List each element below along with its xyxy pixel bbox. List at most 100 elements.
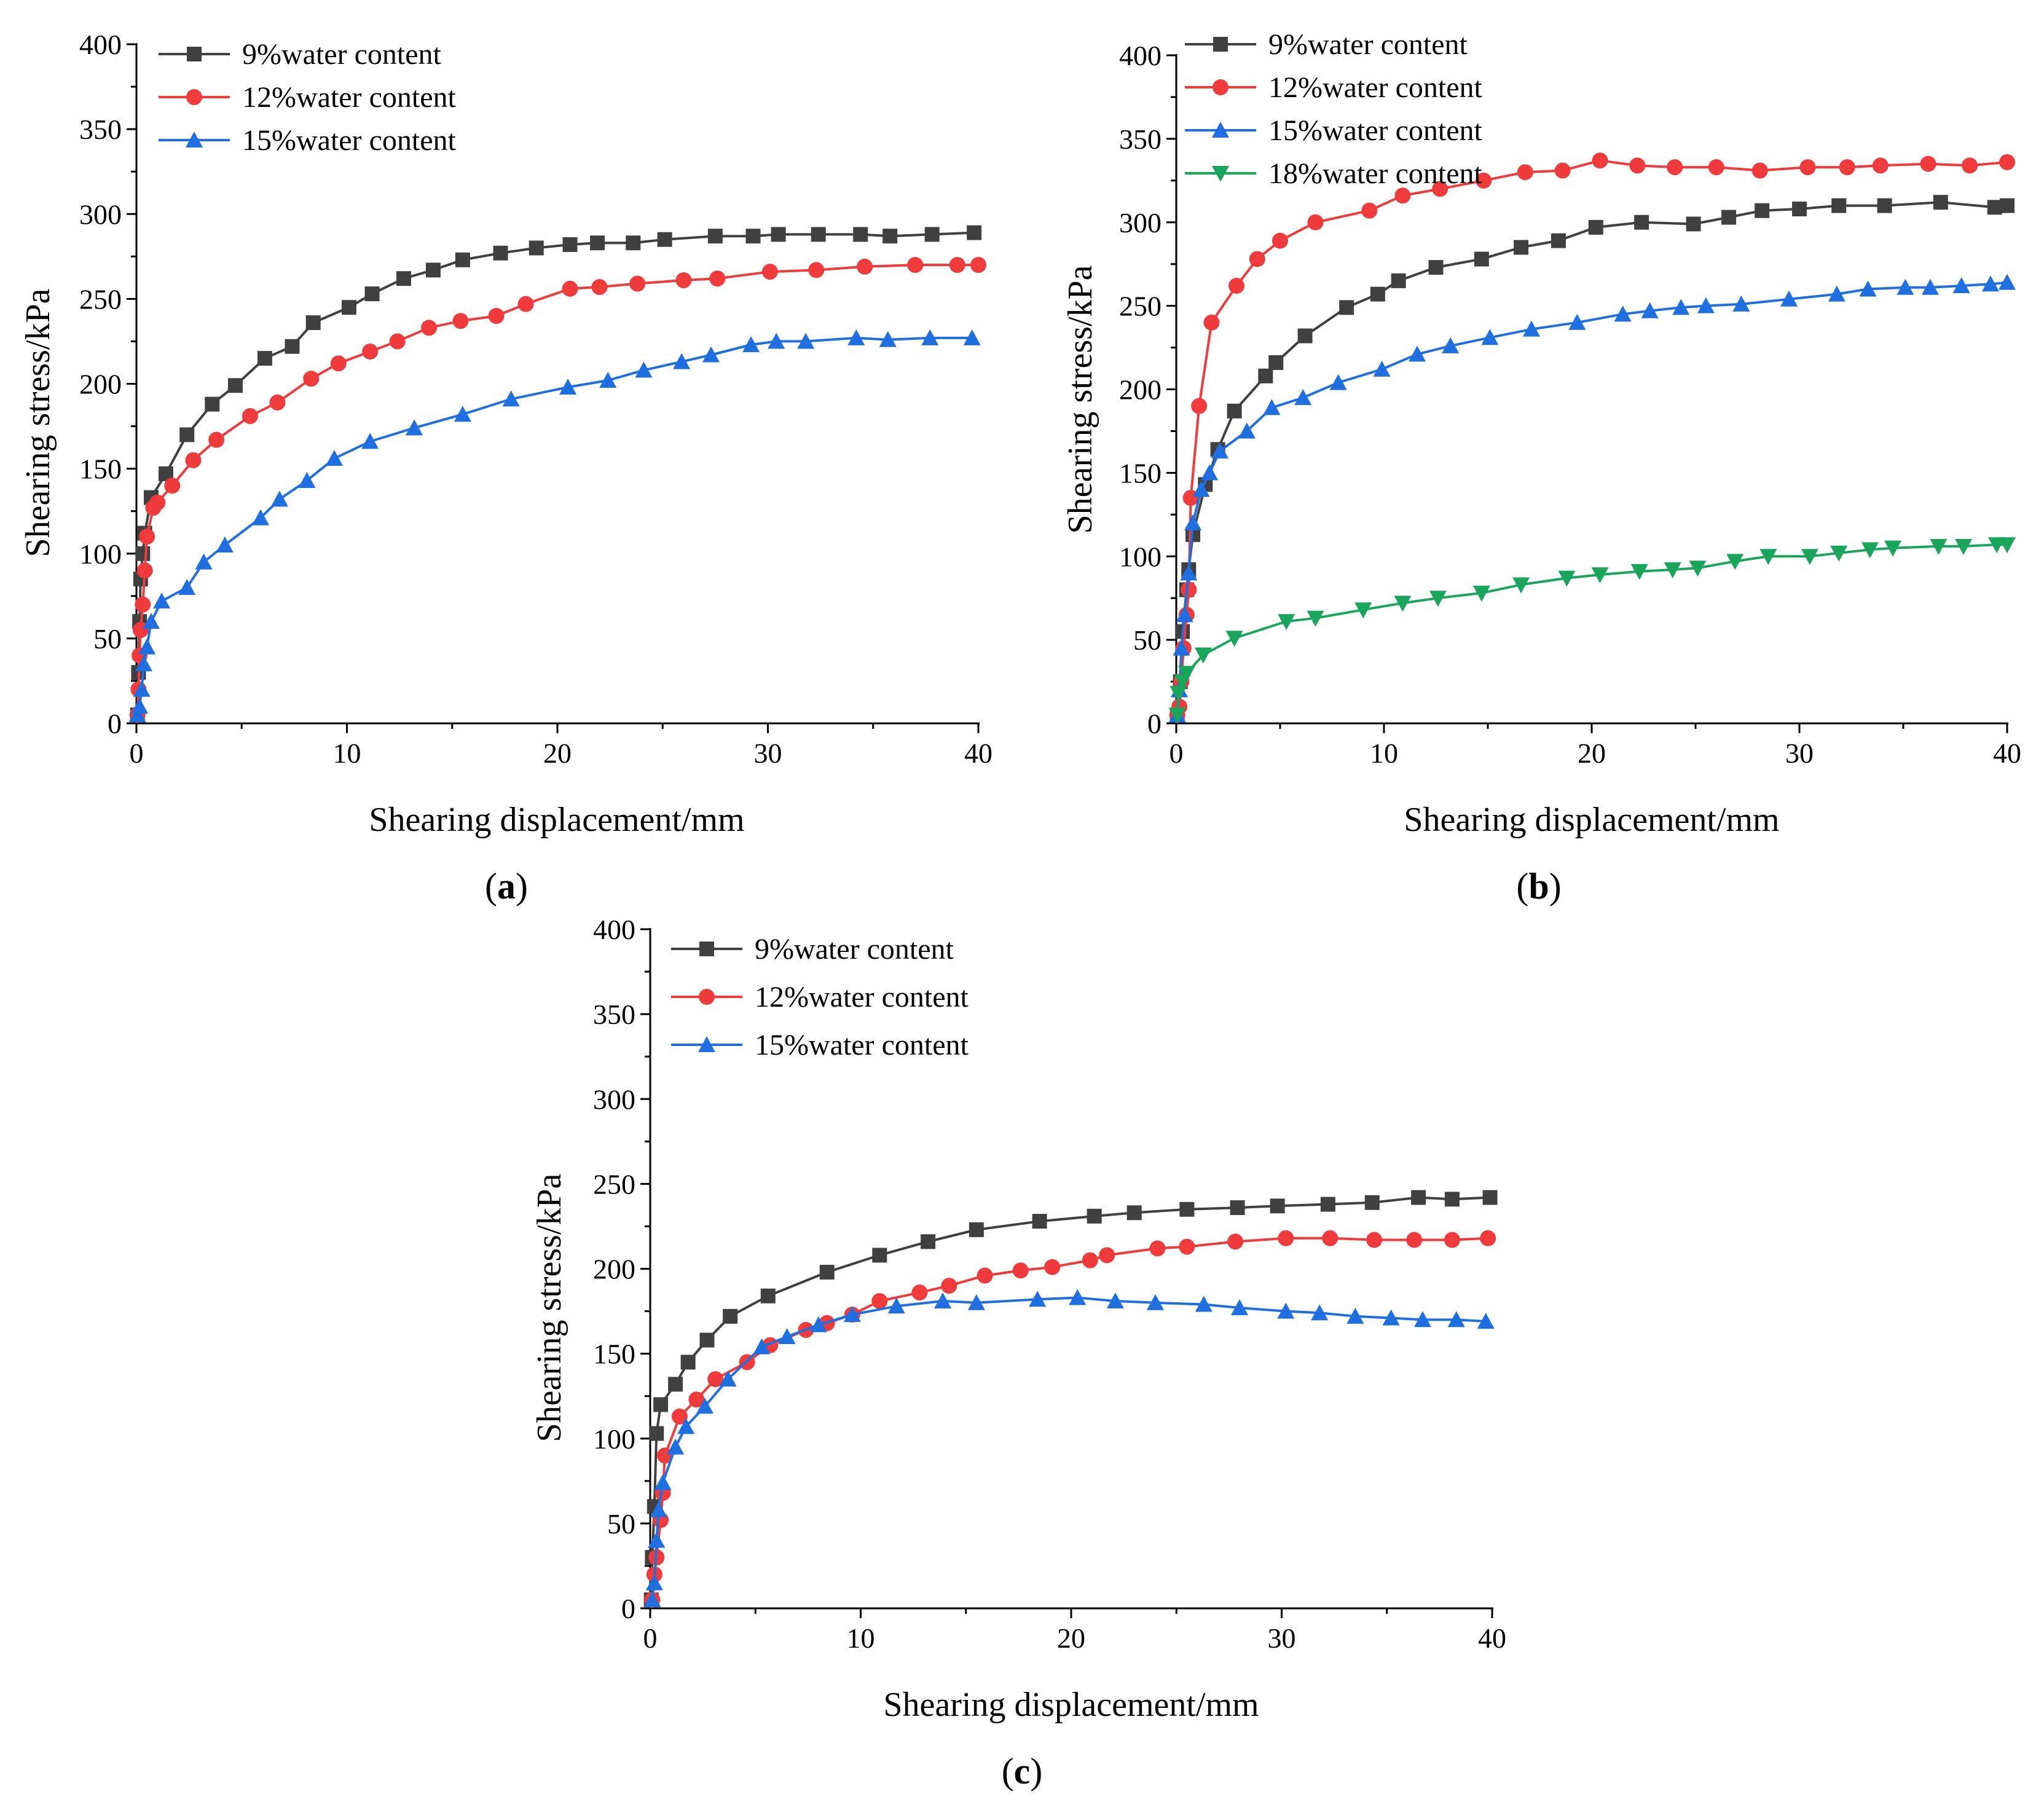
series-b-2-point — [1708, 159, 1724, 176]
series-c-1-point — [1411, 1190, 1426, 1205]
series-c-3-point — [1413, 1311, 1431, 1327]
series-c-3-point — [648, 1532, 666, 1548]
series-c-2-point — [911, 1284, 928, 1301]
series-b-3-point — [1981, 275, 1999, 292]
series-b-4-point — [1689, 560, 1707, 577]
series-a-3-point — [879, 331, 897, 347]
y-tick-label-b: 150 — [1119, 457, 1162, 489]
legend-a-3-marker — [186, 132, 203, 147]
x-tick-label-a: 10 — [333, 737, 361, 769]
series-c-3-point — [1447, 1311, 1465, 1327]
series-b-3-point — [1192, 481, 1210, 497]
series-a-3-point — [921, 329, 939, 345]
x-tick-label-c: 20 — [1057, 1622, 1085, 1654]
series-a-3-point — [599, 371, 617, 388]
series-b-4-point — [1630, 564, 1648, 580]
series-b-4-point — [1225, 631, 1243, 647]
series-a-3-point — [128, 706, 146, 723]
series-a-3-point — [502, 390, 520, 407]
series-a-2-point — [761, 264, 778, 280]
y-tick-label-c: 100 — [593, 1423, 635, 1455]
series-c-1-point — [819, 1265, 835, 1280]
series-c-1-point — [1179, 1201, 1195, 1217]
series-b-2-point — [1361, 202, 1378, 219]
series-b-3-point — [1329, 374, 1347, 390]
legend-b-4-marker — [1212, 166, 1229, 182]
series-a-1-point — [396, 271, 411, 286]
series-a-1-point — [493, 245, 508, 261]
series-a-1-point — [205, 396, 220, 412]
legend-c-3-label: 15%water content — [755, 1029, 969, 1061]
series-b-2-point — [1872, 157, 1889, 174]
series-c-3-point — [696, 1398, 714, 1414]
series-a-2-point — [139, 529, 155, 545]
series-b-4-point — [1930, 538, 1948, 555]
series-c-3-point — [1231, 1299, 1248, 1316]
series-b-3-point — [1732, 295, 1750, 312]
series-a-1-point — [967, 225, 982, 240]
series-a-1-point — [924, 227, 940, 242]
series-c-2-point — [1179, 1238, 1195, 1255]
series-b-1-point — [1370, 286, 1385, 302]
y-tick-label-c: 400 — [593, 914, 635, 945]
series-a-1-point — [455, 252, 470, 267]
series-c-2-point — [1480, 1230, 1496, 1246]
series-a-3-point — [559, 379, 577, 395]
x-tick-label-a: 0 — [130, 737, 144, 769]
series-b-2-point — [1999, 154, 2015, 170]
y-tick-label-c: 250 — [593, 1168, 635, 1200]
series-b-3-point — [1672, 299, 1690, 315]
series-a-1-point — [425, 262, 441, 278]
series-c-1-line — [650, 1196, 1490, 1600]
series-a-1-point — [590, 235, 605, 251]
series-a-3-point — [270, 490, 288, 507]
series-b-1-line — [1176, 201, 2008, 715]
series-c-2-point — [1082, 1252, 1098, 1268]
series-c-1-point — [1270, 1198, 1285, 1214]
y-tick-label-b: 200 — [1119, 374, 1162, 406]
series-b-4-point — [1394, 596, 1412, 612]
series-b-2-point — [1228, 278, 1245, 294]
series-a-2-point — [452, 313, 469, 329]
legend-c-3-marker — [698, 1036, 715, 1052]
y-tick-label-b: 350 — [1119, 124, 1162, 155]
x-axis-title-c: Shearing displacement/mm — [883, 1686, 1259, 1724]
series-b-2-point — [1751, 162, 1768, 179]
series-c-1-point — [1320, 1197, 1335, 1212]
series-b-2-point — [1629, 157, 1646, 174]
series-c-3-point — [887, 1297, 905, 1314]
legend-a-2-label: 12%water content — [242, 81, 457, 114]
series-c-2-point — [1044, 1259, 1061, 1275]
series-c-3-point — [778, 1328, 796, 1344]
series-b-3-point — [1522, 320, 1540, 337]
series-c-3-point — [654, 1474, 672, 1490]
series-c-1-point — [668, 1377, 683, 1392]
series-a-2-point — [488, 308, 505, 324]
series-b-4-point — [1354, 602, 1372, 619]
y-tick-label-c: 200 — [593, 1254, 635, 1285]
series-b-3-point — [1263, 399, 1281, 415]
series-b-3-point — [1780, 290, 1798, 307]
series-c-3-point — [1382, 1309, 1400, 1326]
series-c-2-point — [941, 1278, 957, 1294]
series-c-1-point — [680, 1355, 696, 1370]
series-b-3-point — [1921, 278, 1939, 295]
y-tick-label-b: 0 — [1147, 708, 1162, 739]
series-a-2-point — [808, 262, 825, 278]
series-a-1-point — [811, 227, 826, 242]
series-b-3-point — [1481, 329, 1499, 345]
series-c-2-point — [871, 1292, 888, 1309]
series-b-4-point — [1955, 538, 1973, 555]
x-tick-label-b: 0 — [1169, 737, 1184, 769]
y-tick-label-a: 250 — [79, 283, 122, 315]
series-b-4-point — [1194, 647, 1212, 664]
series-c-1-point — [1126, 1205, 1142, 1221]
series-a-1-point — [529, 240, 544, 256]
series-a-3-line — [136, 336, 972, 715]
series-c-1-point — [723, 1308, 738, 1324]
y-axis-title-c: Shearing stress/kPa — [530, 1173, 568, 1442]
series-b-2-point — [1517, 164, 1533, 181]
series-a-2-point — [949, 257, 965, 273]
